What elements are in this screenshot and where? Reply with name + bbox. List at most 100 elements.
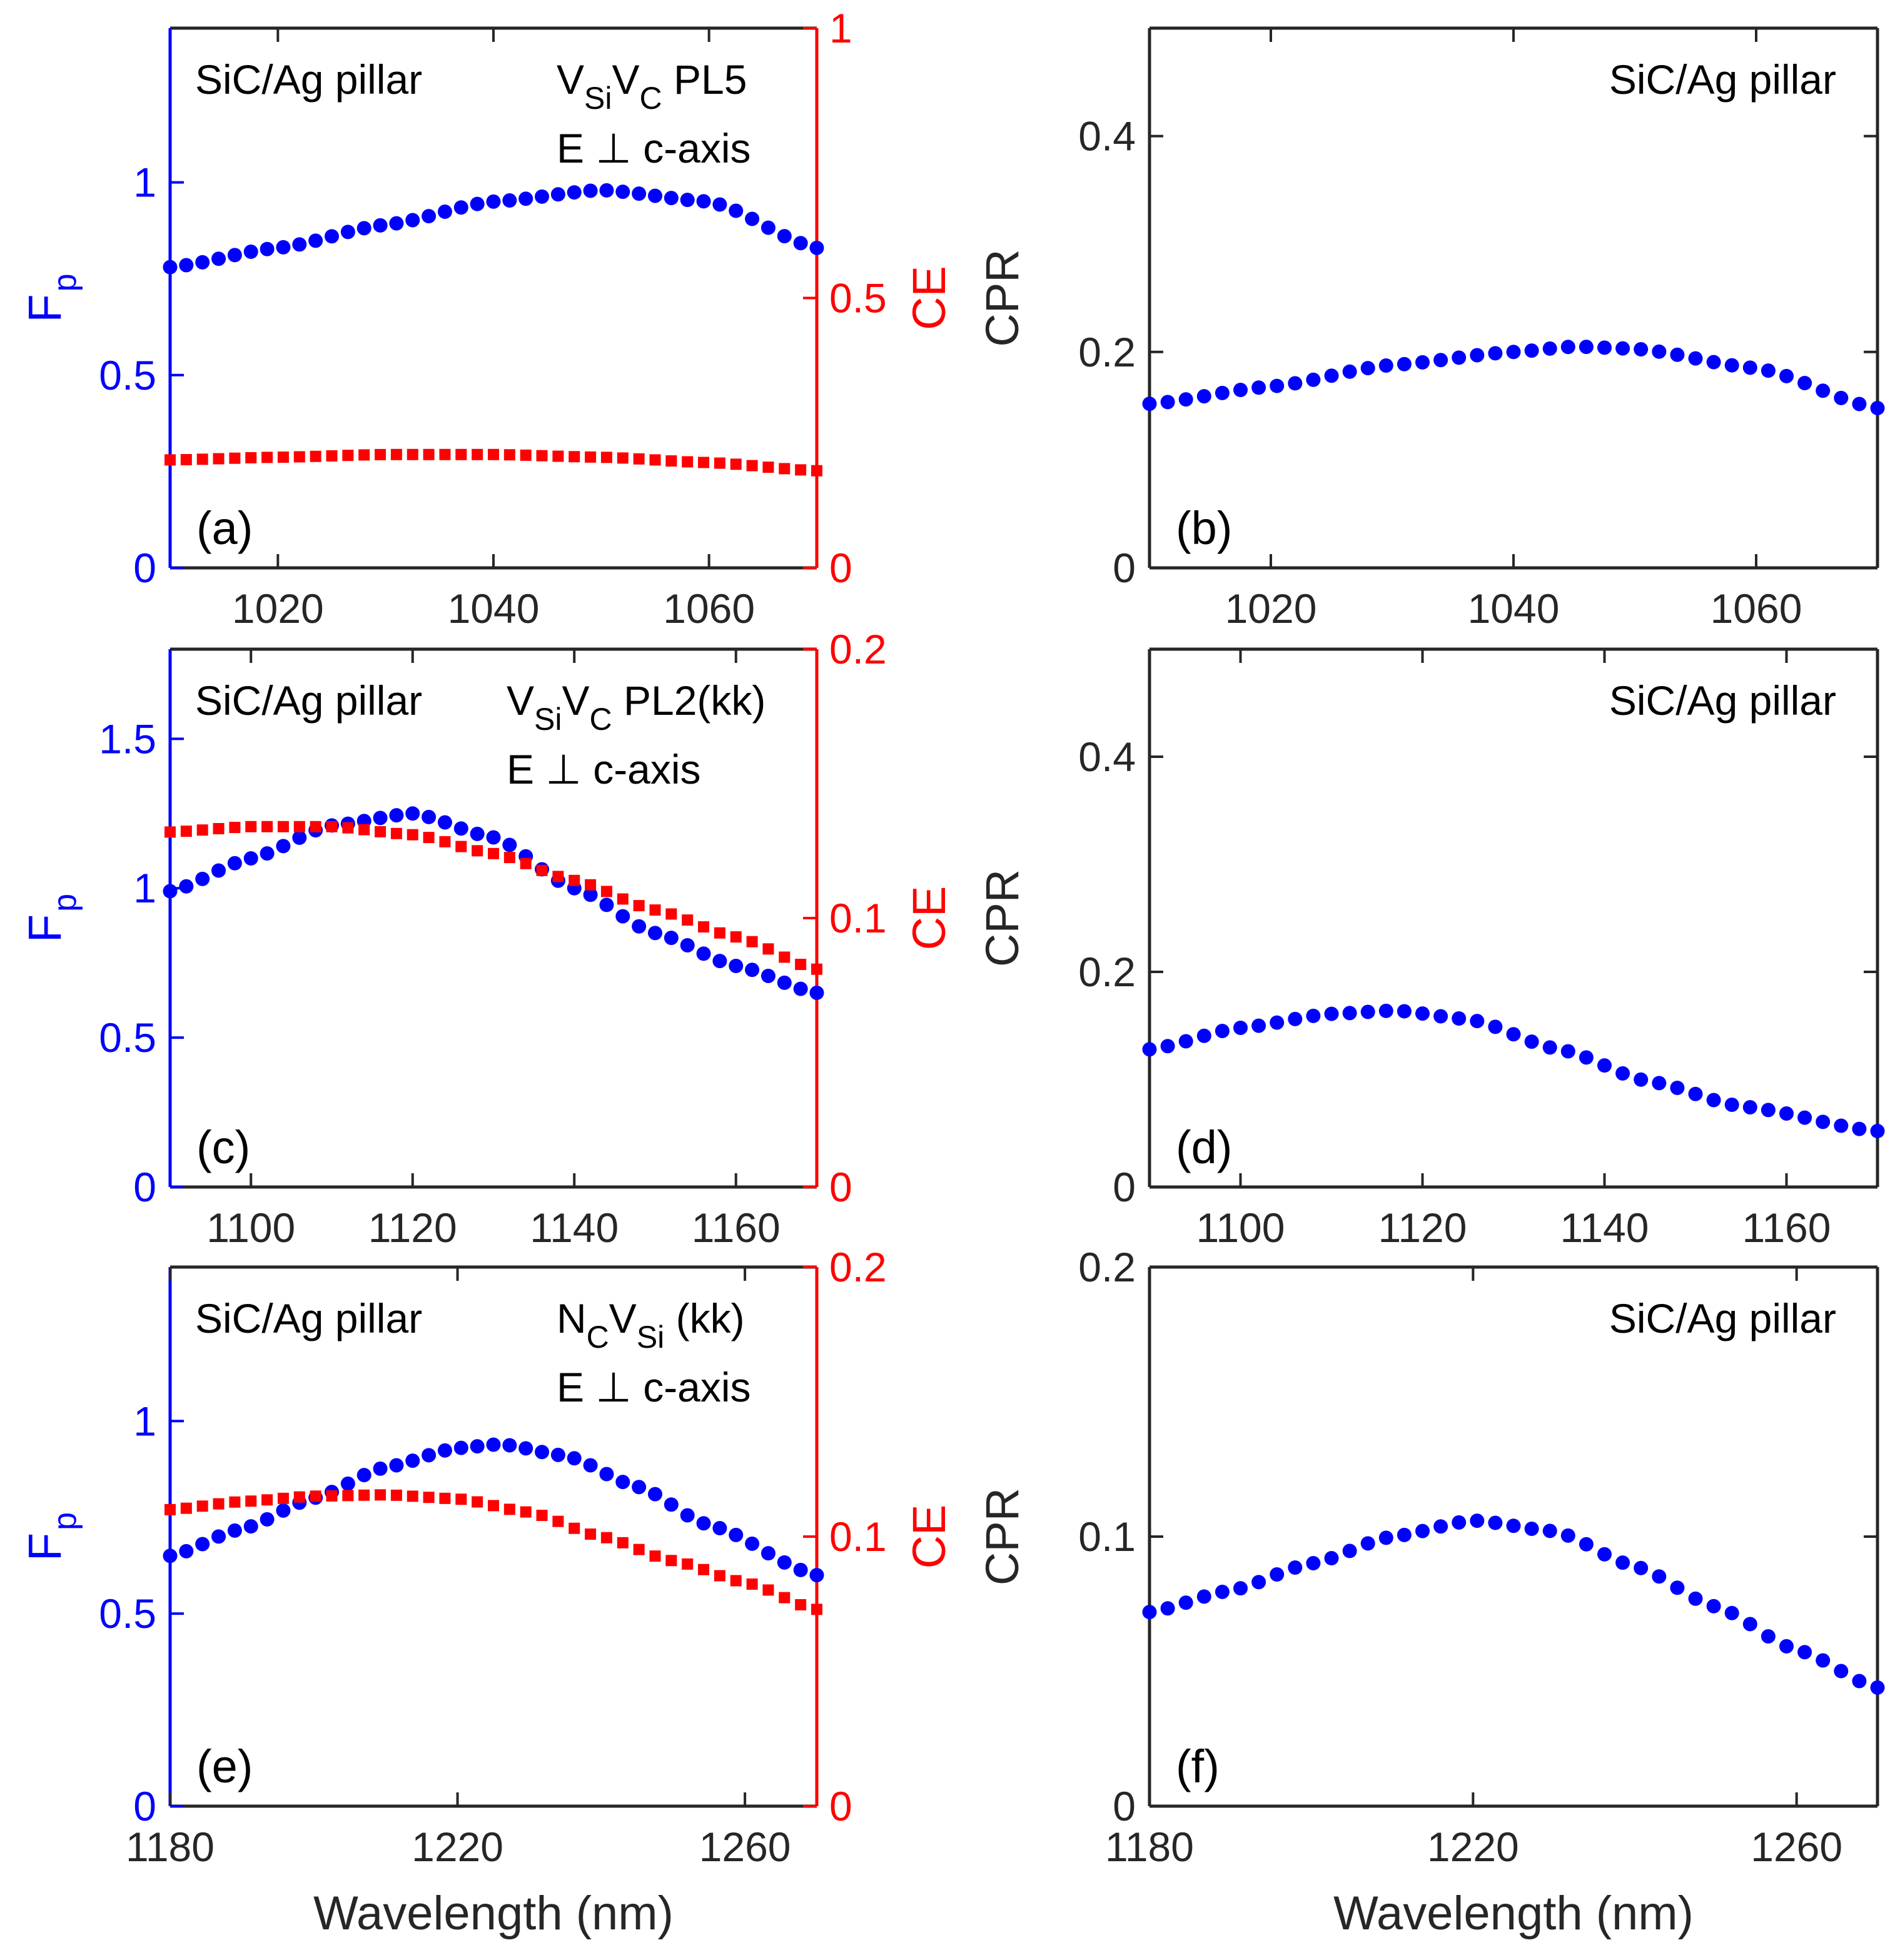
series-fp xyxy=(163,183,824,275)
fp-marker xyxy=(243,244,258,259)
cpr-marker xyxy=(1579,340,1594,355)
series-ce xyxy=(164,821,822,975)
cpr-marker xyxy=(1652,1076,1667,1091)
fp-marker xyxy=(227,856,242,871)
fp-marker xyxy=(211,863,226,878)
fp-marker xyxy=(550,187,565,202)
x-tick-label: 1180 xyxy=(1105,1824,1194,1870)
ce-marker xyxy=(585,451,597,463)
cpr-marker xyxy=(1215,385,1230,400)
cpr-marker xyxy=(1215,1024,1230,1039)
annotation-text: SiC/Ag pillar xyxy=(195,677,422,724)
cpr-marker xyxy=(1488,346,1503,361)
x-tick-label: 1180 xyxy=(126,1824,215,1870)
y-tick-label: 1 xyxy=(133,159,156,206)
fp-marker xyxy=(712,1521,727,1536)
annotation-text: SiC/Ag pillar xyxy=(195,1295,422,1341)
cpr-marker xyxy=(1342,364,1357,379)
fp-marker xyxy=(437,815,452,830)
panel-label: (e) xyxy=(196,1740,253,1792)
ce-marker xyxy=(261,452,273,463)
y-tick-label: 0 xyxy=(1113,545,1136,591)
fp-marker xyxy=(163,1548,178,1563)
ce-marker xyxy=(277,821,289,832)
fp-marker xyxy=(761,220,776,235)
cpr-marker xyxy=(1488,1019,1503,1034)
cpr-marker xyxy=(1688,351,1703,366)
ce-marker xyxy=(358,824,370,836)
cpr-marker xyxy=(1579,1050,1594,1065)
y-tick-label: 0 xyxy=(133,1164,156,1210)
ce-marker xyxy=(455,448,467,460)
ce-marker xyxy=(245,1495,257,1507)
cpr-marker xyxy=(1360,1536,1375,1551)
fp-marker xyxy=(179,879,194,894)
ce-marker xyxy=(585,1528,597,1540)
cpr-marker xyxy=(1160,1039,1175,1054)
ce-marker xyxy=(229,452,241,464)
cpr-marker xyxy=(1433,353,1448,368)
fp-marker xyxy=(809,985,824,1000)
ce-marker xyxy=(277,451,289,463)
fp-marker xyxy=(373,1461,388,1476)
ce-marker xyxy=(503,1503,515,1515)
fp-marker xyxy=(389,808,404,823)
ce-marker xyxy=(455,1493,467,1505)
annotation-text: SiC/Ag pillar xyxy=(1609,677,1836,724)
fp-marker xyxy=(470,1439,485,1454)
y-axis-label-sub: p xyxy=(47,1512,83,1530)
fp-marker xyxy=(729,958,744,973)
y-tick-label: 0.1 xyxy=(1078,1513,1136,1560)
cpr-marker xyxy=(1742,1617,1757,1632)
cpr-marker xyxy=(1779,368,1794,383)
y2-tick-label: 0.2 xyxy=(829,1244,887,1290)
ce-marker xyxy=(617,1537,629,1548)
cpr-marker xyxy=(1542,1523,1557,1538)
cpr-marker xyxy=(1288,1560,1303,1575)
ce-marker xyxy=(665,455,677,467)
series-cpr xyxy=(1142,340,1885,416)
ce-marker xyxy=(342,450,354,462)
fp-marker xyxy=(793,236,808,251)
ce-marker xyxy=(180,1502,192,1514)
fp-marker xyxy=(745,962,760,977)
ce-marker xyxy=(488,448,499,460)
ce-marker xyxy=(196,824,208,836)
cpr-marker xyxy=(1306,372,1321,387)
x-tick-label: 1100 xyxy=(206,1205,295,1251)
y-tick-label: 0.5 xyxy=(99,1590,156,1637)
panel-label: (b) xyxy=(1176,502,1232,554)
series-cpr xyxy=(1142,1513,1885,1695)
fp-marker xyxy=(163,884,178,899)
fp-marker xyxy=(195,1537,210,1552)
polarization-label: E ⊥ c-axis xyxy=(557,1364,751,1410)
cpr-marker xyxy=(1378,1530,1393,1545)
cpr-marker xyxy=(1142,1042,1157,1057)
ce-marker xyxy=(423,1492,435,1503)
ce-marker xyxy=(196,1500,208,1512)
ce-marker xyxy=(779,463,791,475)
fp-marker xyxy=(373,218,388,233)
fp-marker xyxy=(664,191,679,206)
ce-marker xyxy=(600,886,612,897)
cpr-marker xyxy=(1415,355,1430,370)
cpr-marker xyxy=(1724,1098,1739,1113)
cpr-marker xyxy=(1670,1080,1685,1095)
y2-tick-label: 0.2 xyxy=(829,626,887,672)
ce-marker xyxy=(633,453,645,465)
ce-marker xyxy=(261,821,273,832)
ce-marker xyxy=(811,963,822,975)
ce-marker xyxy=(277,1492,289,1504)
ce-marker xyxy=(698,1563,710,1575)
ce-marker xyxy=(390,448,402,460)
fp-marker xyxy=(453,200,468,215)
ce-marker xyxy=(536,864,548,876)
cpr-marker xyxy=(1652,344,1667,359)
fp-marker xyxy=(340,225,355,240)
fp-marker xyxy=(405,213,420,228)
cpr-marker xyxy=(1360,1004,1375,1019)
cpr-marker xyxy=(1251,1575,1266,1590)
cpr-marker xyxy=(1724,1605,1739,1620)
panel-label: (c) xyxy=(196,1121,250,1173)
y2-tick-label: 0.1 xyxy=(829,1513,887,1560)
